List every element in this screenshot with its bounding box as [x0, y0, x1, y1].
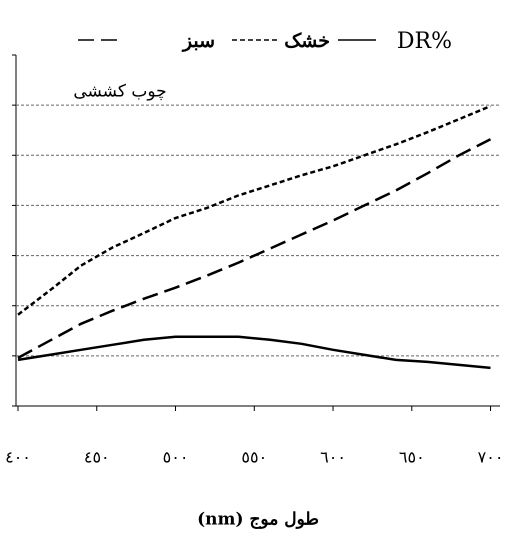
legend-label: سبز — [181, 30, 215, 52]
annotation: چوب کششی — [73, 82, 166, 102]
x-tick-label: ٦٠٠ — [320, 448, 346, 467]
series-line — [17, 138, 492, 359]
x-tick-label: ٥٠٠ — [163, 448, 189, 467]
legend-label: خشک — [284, 30, 330, 52]
x-tick-label: ٤٥٠ — [84, 448, 110, 467]
x-tick-label: ٤٠٠ — [5, 448, 31, 467]
x-tick-label: ٥٥٠ — [241, 448, 267, 467]
series-line — [17, 104, 491, 316]
x-axis-label: طول موج (nm) — [197, 510, 319, 530]
x-tick-label: ٧٠٠ — [478, 448, 504, 467]
series-line — [17, 335, 491, 370]
x-tick-label: ٦٥٠ — [399, 448, 425, 467]
legend-label: DR% — [397, 29, 452, 54]
